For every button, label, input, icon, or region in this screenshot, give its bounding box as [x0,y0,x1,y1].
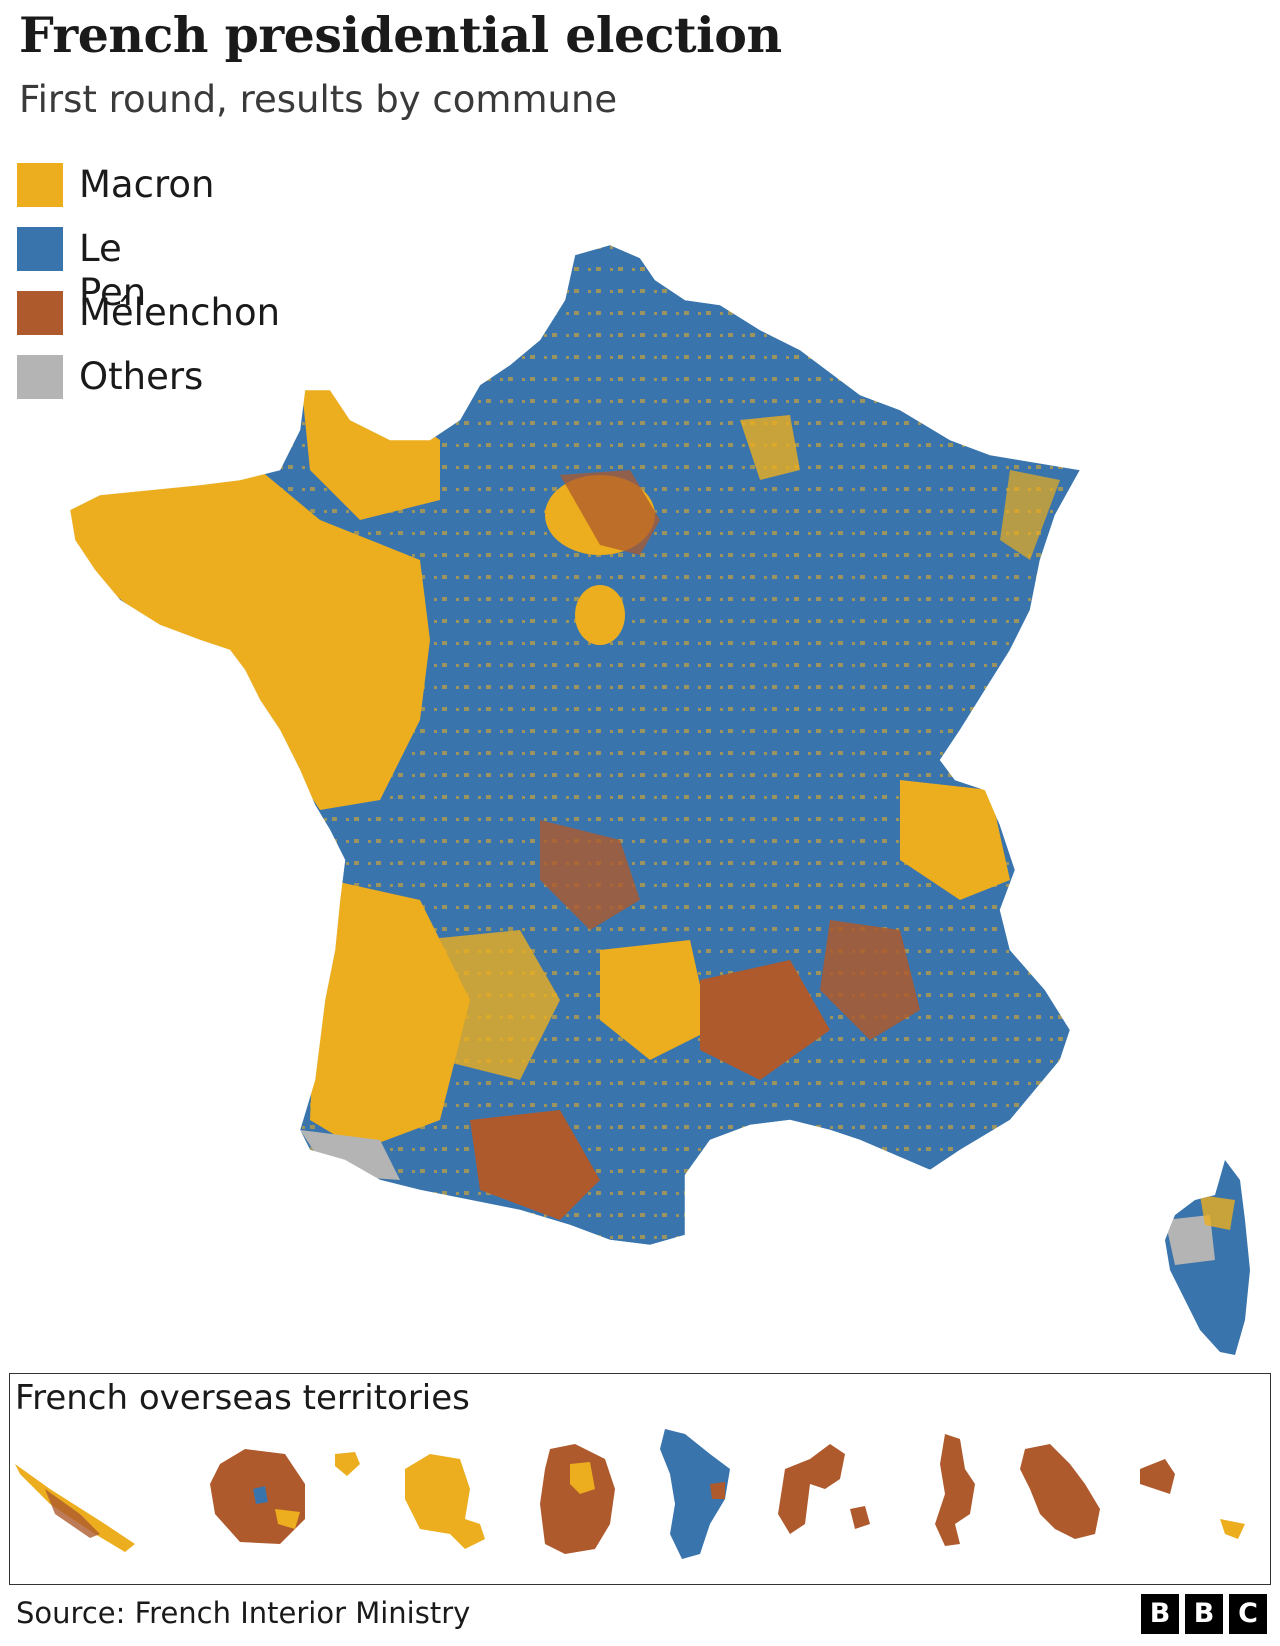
mainland-france-shape [70,245,1080,1245]
territory-marie-galante [850,1506,870,1529]
territory-guiana [540,1444,615,1554]
bbc-logo-b1: B [1141,1594,1179,1634]
melenchon-region-limousin [540,820,640,930]
macron-region-alps [900,780,1010,900]
territory-martinique [1020,1444,1100,1539]
legend-label-melenchon: Mélenchon [79,291,281,334]
mainland-outline [69,244,1081,1246]
source-note: Source: French Interior Ministry [16,1596,471,1630]
melenchon-region-cevennes [700,960,830,1080]
macron-region-normandy [300,370,440,520]
legend-swatch-macron [17,163,63,207]
map-title: French presidential election [19,6,782,64]
legend-swatch-le-pen [17,227,63,271]
bbc-logo-b2: B [1185,1594,1223,1634]
bbc-logo-c: C [1229,1594,1267,1634]
legend-label-others: Others [79,355,204,398]
territory-reunion-macron [275,1509,300,1529]
territory-guiana-macron [570,1462,595,1494]
territory-mayotte [660,1429,730,1559]
territory-french-polynesia [405,1454,485,1549]
macron-region-massif [600,940,710,1060]
melenchon-region-pyrenees [470,1110,600,1220]
overseas-territories-map [15,1429,1245,1559]
legend-label-le-pen: Le Pen [79,227,147,314]
territory-saint-martin [935,1434,975,1546]
legend-swatch-others [17,355,63,399]
melenchon-region-paris [560,470,660,555]
territory-guadeloupe [778,1444,845,1534]
commune-speckle [70,245,1080,1245]
corsica-others-area [1165,1215,1215,1265]
legend-swatch-melenchon [17,291,63,335]
france-map [69,244,1250,1355]
macron-region-orleans [575,585,625,645]
overseas-title: French overseas territories [15,1378,470,1418]
territory-mayotte-melenchon [710,1482,725,1499]
legend-label-macron: Macron [79,163,215,206]
map-subtitle: First round, results by commune [19,78,618,121]
territory-saint-barthelemy [1220,1519,1245,1539]
melenchon-region-drome [820,920,920,1040]
overseas-territories-panel: French overseas territories [9,1373,1271,1585]
territory-reunion-le-pen [253,1486,268,1504]
macron-region-alsace [1000,470,1060,560]
territory-saint-pierre [335,1452,360,1476]
macron-region-perigord [420,930,560,1080]
corsica-shape [1165,1160,1250,1355]
territory-new-caledonia [15,1464,135,1552]
macron-region-west [70,470,430,810]
macron-region-reims [740,415,800,480]
territory-wallis-futuna [1140,1459,1175,1494]
corsica-macron-area [1200,1195,1235,1230]
territory-new-caledonia-melenchon [45,1489,100,1538]
